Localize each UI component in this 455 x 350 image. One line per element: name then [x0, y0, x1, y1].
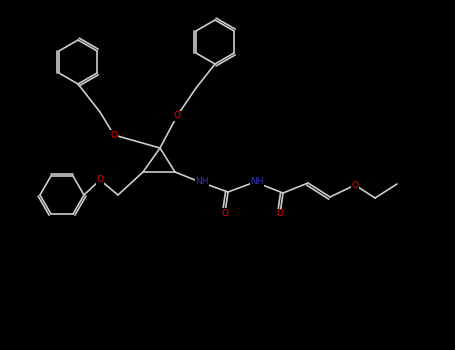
Text: O: O — [352, 181, 359, 189]
Text: NH: NH — [195, 177, 209, 187]
Text: O: O — [96, 175, 103, 184]
Text: O: O — [111, 131, 117, 140]
Text: O: O — [173, 112, 181, 120]
Text: O: O — [222, 209, 228, 217]
Text: NH: NH — [250, 177, 264, 187]
Text: O: O — [277, 210, 283, 218]
